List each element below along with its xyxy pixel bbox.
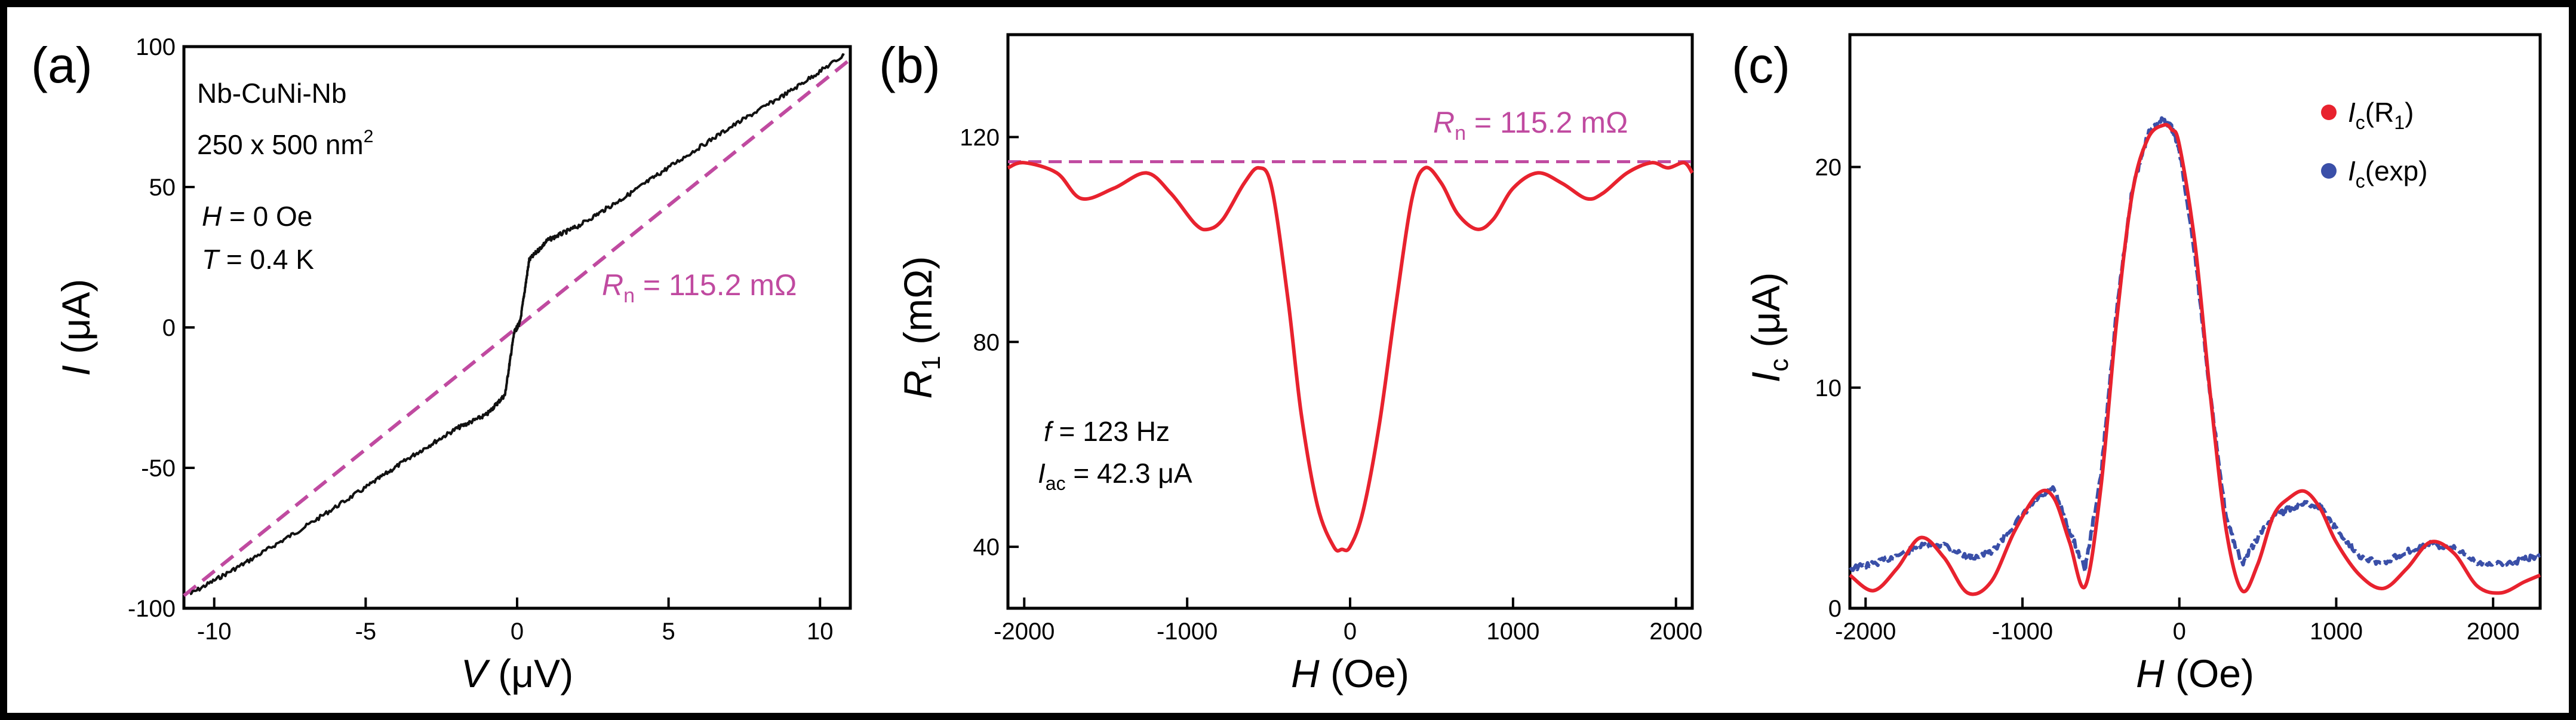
panel-c-x-tick-label: -2000 bbox=[1835, 618, 1896, 645]
panel-b-frequency-label: f = 123 Hz bbox=[1044, 416, 1170, 447]
panel-c-ticks: -2000 -1000 0 1000 2000 0 10 20 bbox=[1815, 155, 2520, 645]
panel-c-x-tick-label: 0 bbox=[2173, 618, 2186, 645]
panel-c-y-tick-label: 0 bbox=[1828, 596, 1842, 622]
panel-b-y-tick-label: 40 bbox=[973, 534, 1000, 560]
panel-c-ic-r1-trace bbox=[1849, 122, 2541, 596]
panel-c-letter: (c) bbox=[1732, 37, 1790, 93]
panel-b-letter: (b) bbox=[879, 37, 940, 93]
panel-c-legend: Ic(R1) Ic(exp) bbox=[2321, 97, 2428, 192]
panel-a-x-tick-label: -10 bbox=[197, 618, 232, 645]
panel-a-x-tick-label: -5 bbox=[355, 618, 377, 645]
panel-a-y-axis-title: I (μA) bbox=[54, 279, 98, 376]
panel-c-x-tick-label: -1000 bbox=[1992, 618, 2053, 645]
panel-a-field-label: H = 0 Oe bbox=[202, 201, 312, 232]
panel-b-y-tick-label: 80 bbox=[973, 329, 1000, 356]
panel-c-x-axis-title: H (Oe) bbox=[2136, 651, 2254, 696]
panel-b-y-tick-label: 120 bbox=[960, 124, 1000, 151]
panel-b-y-axis-title: R1 (mΩ) bbox=[896, 256, 946, 399]
panel-b-x-tick-label: 0 bbox=[1344, 618, 1357, 645]
panel-a-x-axis-title: V (μV) bbox=[461, 651, 573, 696]
panel-c-x-tick-label: 2000 bbox=[2467, 618, 2520, 645]
panel-b-iac-label: Iac = 42.3 μA bbox=[1038, 458, 1192, 494]
panel-c-x-tick-label: 1000 bbox=[2310, 618, 2363, 645]
panel-b-ticks: -2000 -1000 0 1000 2000 40 80 120 bbox=[960, 124, 1702, 645]
panel-a-y-tick-label: 0 bbox=[162, 315, 176, 341]
panel-a-y-tick-label: -50 bbox=[141, 455, 176, 482]
panel-b: (b) -2000 -1000 0 1000 2000 40 80 120 Rn = 115.… bbox=[879, 33, 1702, 696]
panel-c-y-axis-title: Ic (μA) bbox=[1744, 272, 1794, 383]
legend-marker-ic-exp bbox=[2321, 163, 2337, 179]
panel-a-size-label: 250 x 500 nm2 bbox=[197, 127, 373, 160]
panel-b-x-tick-label: 1000 bbox=[1486, 618, 1539, 645]
panel-b-rn-label: Rn = 115.2 mΩ bbox=[1433, 106, 1628, 145]
panel-a-x-tick-label: 5 bbox=[662, 618, 675, 645]
panel-b-x-tick-label: -1000 bbox=[1157, 618, 1218, 645]
panel-a-y-tick-label: 50 bbox=[149, 174, 176, 201]
legend-label-ic-exp: Ic(exp) bbox=[2348, 155, 2428, 192]
figure-panel bbox=[7, 7, 2569, 713]
panel-c-frame bbox=[1848, 33, 2542, 610]
panel-a-y-tick-label: -100 bbox=[128, 596, 176, 622]
legend-label-ic-r1: Ic(R1) bbox=[2348, 97, 2414, 133]
panel-b-x-tick-label: 2000 bbox=[1649, 618, 1702, 645]
panel-a-iv-trace bbox=[189, 53, 845, 596]
panel-c-y-tick-label: 20 bbox=[1815, 155, 1842, 181]
panel-a-letter: (a) bbox=[31, 37, 93, 93]
panel-b-x-axis-title: H (Oe) bbox=[1291, 651, 1409, 696]
panel-c-y-tick-label: 10 bbox=[1815, 375, 1842, 402]
panel-b-x-tick-label: -2000 bbox=[994, 618, 1055, 645]
panel-a-x-tick-label: 0 bbox=[511, 618, 524, 645]
panel-a-y-tick-label: 100 bbox=[136, 34, 176, 60]
panel-b-r1-trace bbox=[1007, 161, 1694, 553]
panel-c-ic-exp-trace bbox=[1849, 114, 2541, 574]
panel-c: (c) -2000 -1000 0 1000 2000 0 10 20 Ic(R1) Ic(e… bbox=[1732, 33, 2542, 696]
panel-a-sample-label: Nb-CuNi-Nb bbox=[197, 78, 346, 109]
legend-marker-ic-r1 bbox=[2321, 105, 2337, 120]
panel-a-x-tick-label: 10 bbox=[807, 618, 834, 645]
panel-a-rn-label: Rn = 115.2 mΩ bbox=[602, 268, 797, 307]
panel-a-temperature-label: T = 0.4 K bbox=[202, 244, 314, 275]
